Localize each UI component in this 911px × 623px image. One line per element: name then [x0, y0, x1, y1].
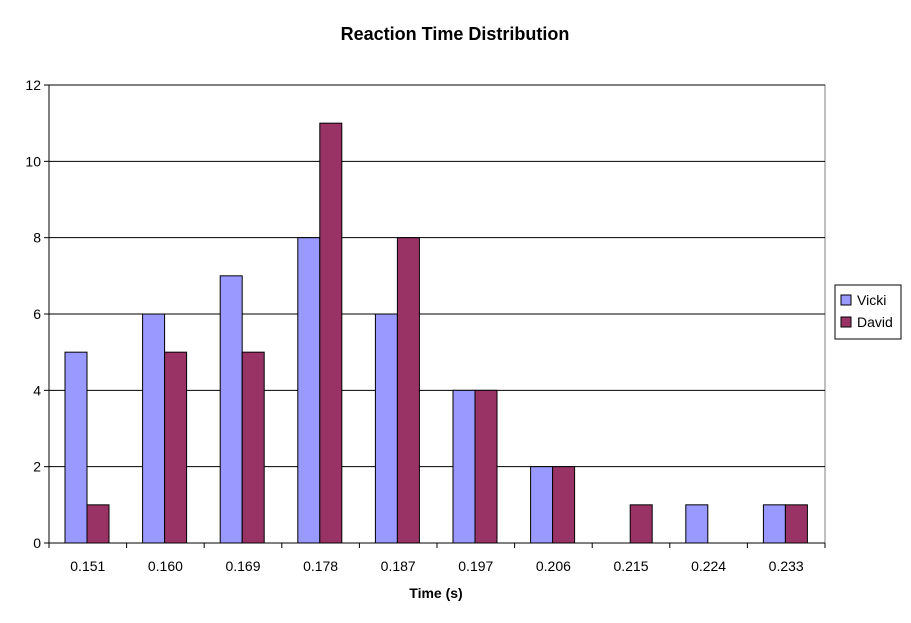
- y-tick-label: 10: [25, 153, 41, 169]
- bar-david: [784, 504, 808, 544]
- legend-swatch-david: [840, 316, 852, 328]
- bar-david: [164, 351, 188, 544]
- x-tick-label: 0.169: [225, 558, 260, 574]
- bar-vicki: [219, 275, 243, 544]
- bar-vicki: [685, 504, 709, 544]
- legend-box: [834, 284, 902, 340]
- x-tick-label: 0.233: [769, 558, 804, 574]
- bar-vicki: [530, 466, 554, 544]
- bar-david: [629, 504, 653, 544]
- x-tick-label: 0.224: [691, 558, 726, 574]
- x-tick-label: 0.178: [303, 558, 338, 574]
- x-tick-label: 0.215: [613, 558, 648, 574]
- bar-vicki: [762, 504, 786, 544]
- bar-vicki: [452, 389, 476, 544]
- x-tick-label: 0.197: [458, 558, 493, 574]
- legend: Vicki David: [834, 284, 902, 340]
- y-tick-label: 8: [33, 230, 41, 246]
- y-tick-label: 12: [25, 77, 41, 93]
- y-tick-label: 4: [33, 382, 41, 398]
- plot-area: 0 2 4 6 8 10 12 0.151 0.160 0.169 0.178 0.187 0.197 0…: [25, 77, 826, 574]
- legend-label-vicki: Vicki: [857, 292, 886, 308]
- bar-david: [241, 351, 265, 544]
- bar-david: [86, 504, 110, 544]
- bar-david: [552, 466, 576, 544]
- x-axis-label: Time (s): [409, 585, 462, 601]
- y-tick-label: 6: [33, 306, 41, 322]
- bar-vicki: [374, 313, 398, 544]
- x-tick-label: 0.206: [536, 558, 571, 574]
- bar-vicki: [142, 313, 166, 544]
- y-tick-label: 2: [33, 459, 41, 475]
- bar-david: [396, 237, 420, 544]
- chart-title: Reaction Time Distribution: [341, 24, 570, 44]
- y-tick-label: 0: [33, 535, 41, 551]
- x-tick-label: 0.187: [381, 558, 416, 574]
- legend-label-david: David: [857, 314, 893, 330]
- bar-david: [474, 389, 498, 544]
- legend-swatch-vicki: [840, 294, 852, 306]
- x-tick-label: 0.160: [148, 558, 183, 574]
- x-tick-label: 0.151: [70, 558, 105, 574]
- bar-vicki: [297, 237, 321, 544]
- bar-david: [319, 122, 343, 544]
- bar-vicki: [64, 351, 88, 544]
